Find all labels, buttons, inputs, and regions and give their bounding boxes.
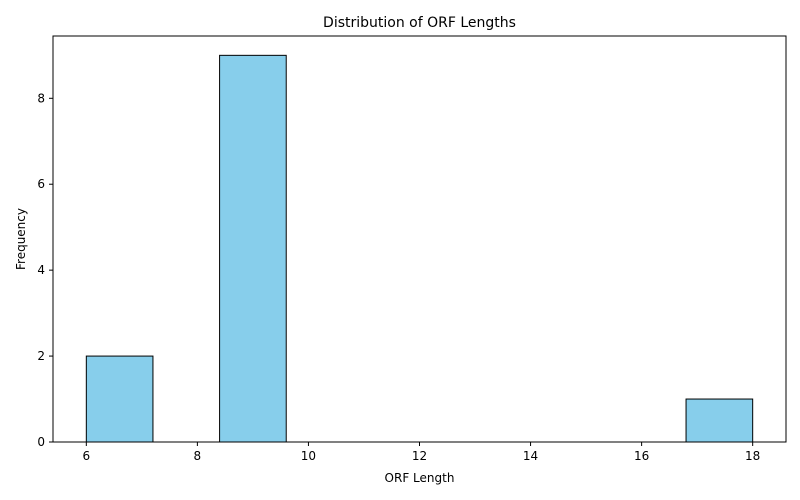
y-axis-ticks: 0 2 4 6 8 [37,91,53,449]
y-tick-label-8: 8 [37,91,45,105]
histogram-bar-9 [685,398,754,443]
x-tick-label-18: 18 [745,449,760,463]
y-tick-label-6: 6 [37,177,45,191]
x-tick-label-16: 16 [634,449,649,463]
histogram-bar-0 [85,355,154,443]
x-tick-label-6: 6 [82,449,90,463]
x-axis-ticks: 6 8 10 12 14 16 18 [82,442,760,463]
chart-title: Distribution of ORF Lengths [323,15,516,31]
x-tick-label-14: 14 [523,449,538,463]
x-axis-label: ORF Length [385,471,455,485]
plot-frame [52,35,787,443]
x-tick-label-12: 12 [412,449,427,463]
bars-group [85,54,754,443]
y-axis-label: Frequency [14,208,28,270]
y-tick-label-0: 0 [37,435,45,449]
histogram-bar-2 [219,54,287,443]
y-tick-label-2: 2 [37,349,45,363]
x-tick-label-8: 8 [194,449,202,463]
x-tick-label-10: 10 [301,449,316,463]
y-tick-label-4: 4 [37,263,45,277]
